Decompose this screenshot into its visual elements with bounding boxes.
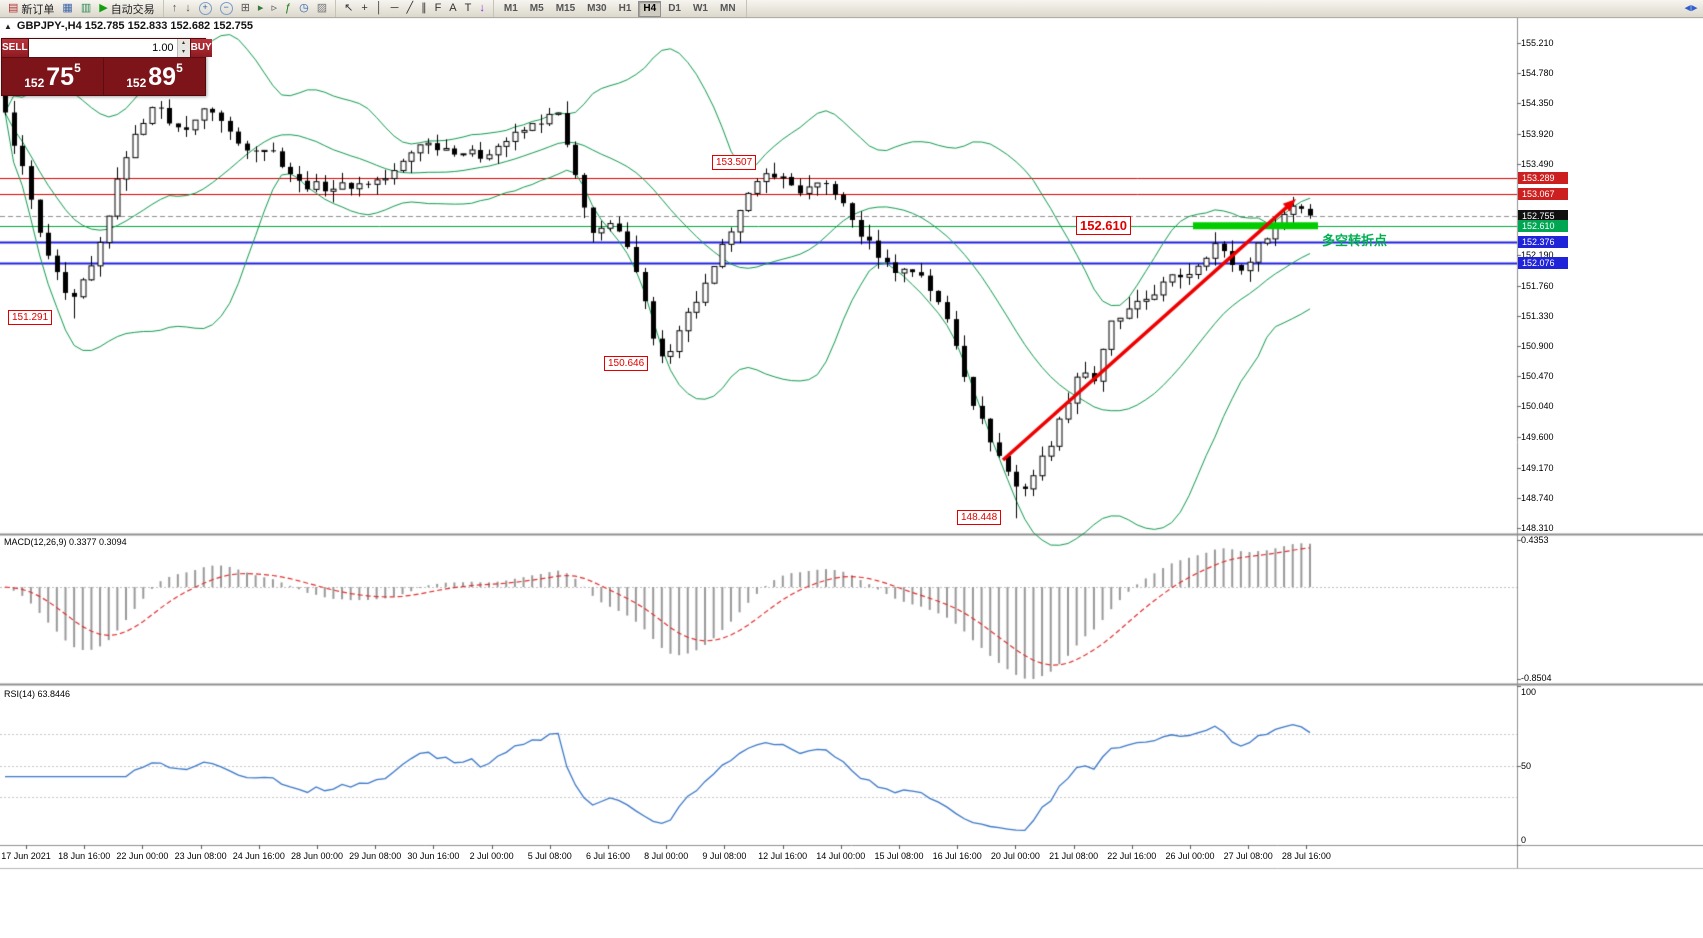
horizontal-line-icon: ─ <box>390 2 399 14</box>
templates-icon: ▨ <box>316 2 328 14</box>
volume-box: ▴ ▾ <box>27 39 191 57</box>
fibonacci-icon: F <box>434 2 442 14</box>
new-order-label: 新订单 <box>21 3 55 16</box>
sell-button[interactable]: SELL <box>2 39 28 57</box>
price-axis[interactable] <box>1517 17 1703 845</box>
trendline-button[interactable]: ╱ <box>403 1 416 16</box>
zoom-out-icon: − <box>219 2 233 15</box>
chart-window-button[interactable]: ▦ <box>59 1 75 16</box>
cursor-icon: ↖ <box>344 2 354 14</box>
timeframe-h1-button[interactable]: H1 <box>618 2 632 14</box>
period-selector-button[interactable]: ◷ <box>296 1 312 16</box>
turning-point-annotation[interactable]: 多空转折点 <box>1322 233 1388 248</box>
zoom-in-icon: + <box>198 2 212 15</box>
one-click-collapse-icon[interactable]: ▲ <box>4 21 12 31</box>
sort-descending-button[interactable]: ↓ <box>182 1 194 16</box>
profiles-button[interactable]: ▥ <box>78 1 94 16</box>
price-label-151.291[interactable]: 151.291 <box>8 310 53 326</box>
sell-price-sup: 5 <box>74 61 81 75</box>
auto-trading-label: 自动交易 <box>110 3 155 16</box>
sort-ascending-button[interactable]: ↑ <box>169 1 181 16</box>
sell-price[interactable]: 152 75 5 <box>2 58 104 95</box>
chart-shift-button[interactable]: ▹ <box>268 1 280 16</box>
label-button[interactable]: T <box>462 1 475 16</box>
indicators-button[interactable]: ƒ <box>282 1 294 16</box>
timeframe-m1-button[interactable]: M1 <box>503 2 518 14</box>
auto-scroll-icon: ▸ <box>257 2 264 14</box>
toolbar-group-standard: ▤ 新订单 ▦ ▥ ▶ 自动交易 <box>0 0 164 17</box>
volume-increase-button[interactable]: ▴ <box>177 39 190 48</box>
horizontal-line-button[interactable]: ─ <box>388 1 402 16</box>
buy-button[interactable]: BUY <box>190 39 212 57</box>
sort-ascending-icon: ↑ <box>171 2 178 14</box>
new-order-icon: ▤ <box>8 2 19 14</box>
auto-trading-button[interactable]: ▶ 自动交易 <box>96 1 157 16</box>
buy-price-big: 89 <box>148 62 177 91</box>
buy-price-base: 152 <box>126 76 147 90</box>
vertical-line-button[interactable]: │ <box>373 1 386 16</box>
vertical-line-icon: │ <box>375 2 383 14</box>
text-icon: A <box>449 2 457 14</box>
arrows-icon: ↓ <box>479 2 485 14</box>
volume-input[interactable] <box>28 39 177 57</box>
price-label-150.646[interactable]: 150.646 <box>604 355 649 371</box>
arrows-button[interactable]: ↓ <box>476 1 488 16</box>
toolbar-group-line-studies: ↖ + │ ─ ╱ ∥ F A T ↓ <box>336 0 494 17</box>
toolbar-group-chart-tools: ↑ ↓ + − ⊞ ▸ ▹ ƒ ◷ ▨ <box>164 0 337 17</box>
new-order-button[interactable]: ▤ 新订单 <box>5 1 57 16</box>
sell-price-base: 152 <box>24 76 45 90</box>
crosshair-button[interactable]: + <box>358 1 370 16</box>
volume-spinner: ▴ ▾ <box>176 39 190 57</box>
chart-shift-icon: ▹ <box>271 2 277 14</box>
text-button[interactable]: A <box>446 1 459 16</box>
trendline-icon: ╱ <box>406 2 414 14</box>
period-selector-icon: ◷ <box>299 2 309 14</box>
profiles-icon: ▥ <box>80 2 92 14</box>
volume-decrease-button[interactable]: ▾ <box>177 48 190 57</box>
crosshair-icon: + <box>361 2 368 14</box>
main-toolbar: ▤ 新订单 ▦ ▥ ▶ 自动交易 ↑ ↓ + − ⊞ ▸ ▹ ƒ ◷ ▨ ↖ + │ ─ ╱ ∥ F A T ↓ M1 M5 M15 M3… <box>0 0 1703 18</box>
buy-price-sup: 5 <box>176 61 183 75</box>
label-icon: T <box>464 2 472 14</box>
timeframe-group: M1 M5 M15 M30 H1 H4 D1 W1 MN <box>494 0 747 17</box>
price-label-152.610[interactable]: 152.610 <box>1076 215 1131 235</box>
timeframe-h4-button[interactable]: H4 <box>638 0 662 17</box>
price-label-148.448[interactable]: 148.448 <box>957 510 1002 526</box>
timeframe-w1-button[interactable]: W1 <box>692 2 708 14</box>
sell-price-big: 75 <box>46 62 75 91</box>
auto-scroll-button[interactable]: ▸ <box>255 1 267 16</box>
zoom-in-button[interactable]: + <box>196 1 215 16</box>
cursor-button[interactable]: ↖ <box>341 1 356 16</box>
toolbar-overflow[interactable]: ◂▸ <box>1684 2 1698 14</box>
fibonacci-button[interactable]: F <box>432 1 445 16</box>
timeframe-m30-button[interactable]: M30 <box>587 2 607 14</box>
tile-windows-button[interactable]: ⊞ <box>238 1 253 16</box>
tile-windows-icon: ⊞ <box>240 2 250 14</box>
templates-button[interactable]: ▨ <box>314 1 330 16</box>
sort-descending-icon: ↓ <box>185 2 191 14</box>
timeframe-d1-button[interactable]: D1 <box>668 2 681 14</box>
time-axis[interactable] <box>0 845 1517 868</box>
auto-trading-icon: ▶ <box>99 2 108 14</box>
timeframe-mn-button[interactable]: MN <box>719 2 736 14</box>
price-label-153.507[interactable]: 153.507 <box>712 154 757 170</box>
indicators-icon: ƒ <box>284 2 292 14</box>
zoom-out-button[interactable]: − <box>217 1 236 16</box>
channel-icon: ∥ <box>421 2 427 14</box>
timeframe-m15-button[interactable]: M15 <box>555 2 576 14</box>
chart-window-icon: ▦ <box>62 2 73 14</box>
buy-price[interactable]: 152 89 5 <box>104 58 205 95</box>
channel-button[interactable]: ∥ <box>418 1 430 16</box>
one-click-trading-panel: SELL ▴ ▾ BUY 152 75 5 152 <box>1 38 212 96</box>
timeframe-m5-button[interactable]: M5 <box>529 2 544 14</box>
